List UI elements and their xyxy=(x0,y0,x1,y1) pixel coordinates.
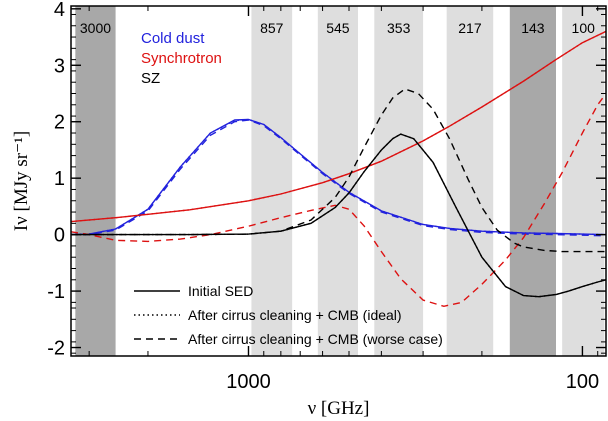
y-tick-label: -2 xyxy=(47,338,65,360)
legend-line-samples xyxy=(134,290,180,340)
text-labels: 3000 857 545 353 217 143 100 -2 -1 0 1 2 3 4 1000 100 Co… xyxy=(11,0,599,419)
component-label-cold-dust: Cold dust xyxy=(141,30,205,47)
band-857 xyxy=(251,6,293,356)
x-axis-title: ν [GHz] xyxy=(308,398,370,419)
legend-label-dotted: After cirrus cleaning + CMB (ideal) xyxy=(188,307,402,323)
y-tick-label: 3 xyxy=(54,55,65,77)
band-label-217: 217 xyxy=(458,20,482,36)
band-label-857: 857 xyxy=(260,20,284,36)
frequency-bands xyxy=(75,6,605,356)
band-353 xyxy=(374,6,424,356)
x-tick-label: 1000 xyxy=(226,371,271,393)
band-143 xyxy=(509,6,556,356)
y-tick-label: 4 xyxy=(54,0,65,21)
legend-label-dashed: After cirrus cleaning + CMB (worse case) xyxy=(188,331,443,347)
component-label-sz: SZ xyxy=(141,70,160,87)
y-tick-label: 0 xyxy=(54,225,65,247)
y-tick-label: -1 xyxy=(47,281,65,303)
series-synchrotron-ideal xyxy=(70,30,607,223)
band-3000 xyxy=(75,6,116,356)
band-label-545: 545 xyxy=(326,20,350,36)
series-synchrotron-worse xyxy=(70,93,607,308)
series-cold-dust-initial xyxy=(70,118,607,236)
band-label-353: 353 xyxy=(387,20,411,36)
component-label-synchrotron: Synchrotron xyxy=(141,50,222,67)
band-label-100: 100 xyxy=(572,20,596,36)
series-sz-ideal xyxy=(71,133,607,298)
band-217 xyxy=(446,6,494,356)
y-tick-label: 1 xyxy=(54,168,65,190)
axis-ticks xyxy=(71,6,606,356)
legend-label-solid: Initial SED xyxy=(188,283,253,299)
band-label-143: 143 xyxy=(521,20,545,36)
series-cold-dust-worse xyxy=(71,119,607,237)
x-tick-label: 100 xyxy=(566,371,599,393)
band-label-3000: 3000 xyxy=(80,20,111,36)
plot-frame xyxy=(70,5,607,357)
y-tick-label: 2 xyxy=(54,112,65,134)
y-axis-title: Iν [MJy sr⁻¹] xyxy=(11,131,32,231)
band-545 xyxy=(317,6,358,356)
series-lines xyxy=(70,30,607,308)
band-100 xyxy=(562,6,605,356)
